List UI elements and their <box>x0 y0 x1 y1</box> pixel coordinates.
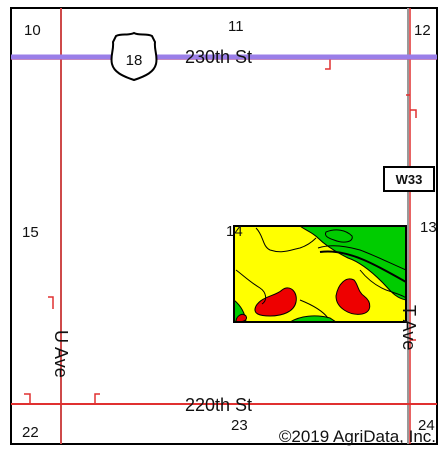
county-route-badge <box>383 166 435 192</box>
soil-contour <box>317 245 407 271</box>
field-soil-map[interactable] <box>233 225 407 323</box>
soil-contour <box>255 227 317 253</box>
soil-zone-high <box>298 225 407 301</box>
section-number: 13 <box>420 219 437 236</box>
driveway-mark <box>48 296 54 309</box>
road-label-u-ave: U Ave <box>51 330 71 378</box>
driveway-mark <box>24 393 31 404</box>
soil-contour <box>235 269 267 305</box>
road-label-230th-st: 230th St <box>185 47 252 67</box>
field-boundary <box>233 225 407 323</box>
soil-zone-high <box>288 315 338 323</box>
section-number: 22 <box>22 424 39 441</box>
soil-contour <box>319 250 407 283</box>
soil-contour <box>299 299 329 319</box>
section-number: 14 <box>226 223 243 240</box>
road-label-t-ave: T Ave <box>399 305 419 350</box>
us-18-shield <box>110 31 158 82</box>
soil-zone-low <box>335 278 371 315</box>
road-label-220th-st: 220th St <box>185 395 252 415</box>
section-number: 12 <box>414 22 431 39</box>
driveway-mark <box>94 393 100 404</box>
us-18-label: 18 <box>126 52 143 69</box>
county-route-label: W33 <box>396 172 423 187</box>
shield-icon <box>110 31 158 82</box>
driveway-mark <box>325 59 331 70</box>
section-number: 11 <box>228 18 244 35</box>
driveway-mark <box>410 109 417 118</box>
soil-contour <box>325 229 353 243</box>
section-number: 24 <box>418 417 435 434</box>
copyright-notice: ©2019 AgriData, Inc. <box>279 427 436 446</box>
soil-contour <box>359 269 407 299</box>
soil-zone-low <box>254 287 297 317</box>
section-number: 10 <box>24 22 41 39</box>
section-number: 15 <box>22 224 39 241</box>
section-number: 23 <box>231 417 248 434</box>
